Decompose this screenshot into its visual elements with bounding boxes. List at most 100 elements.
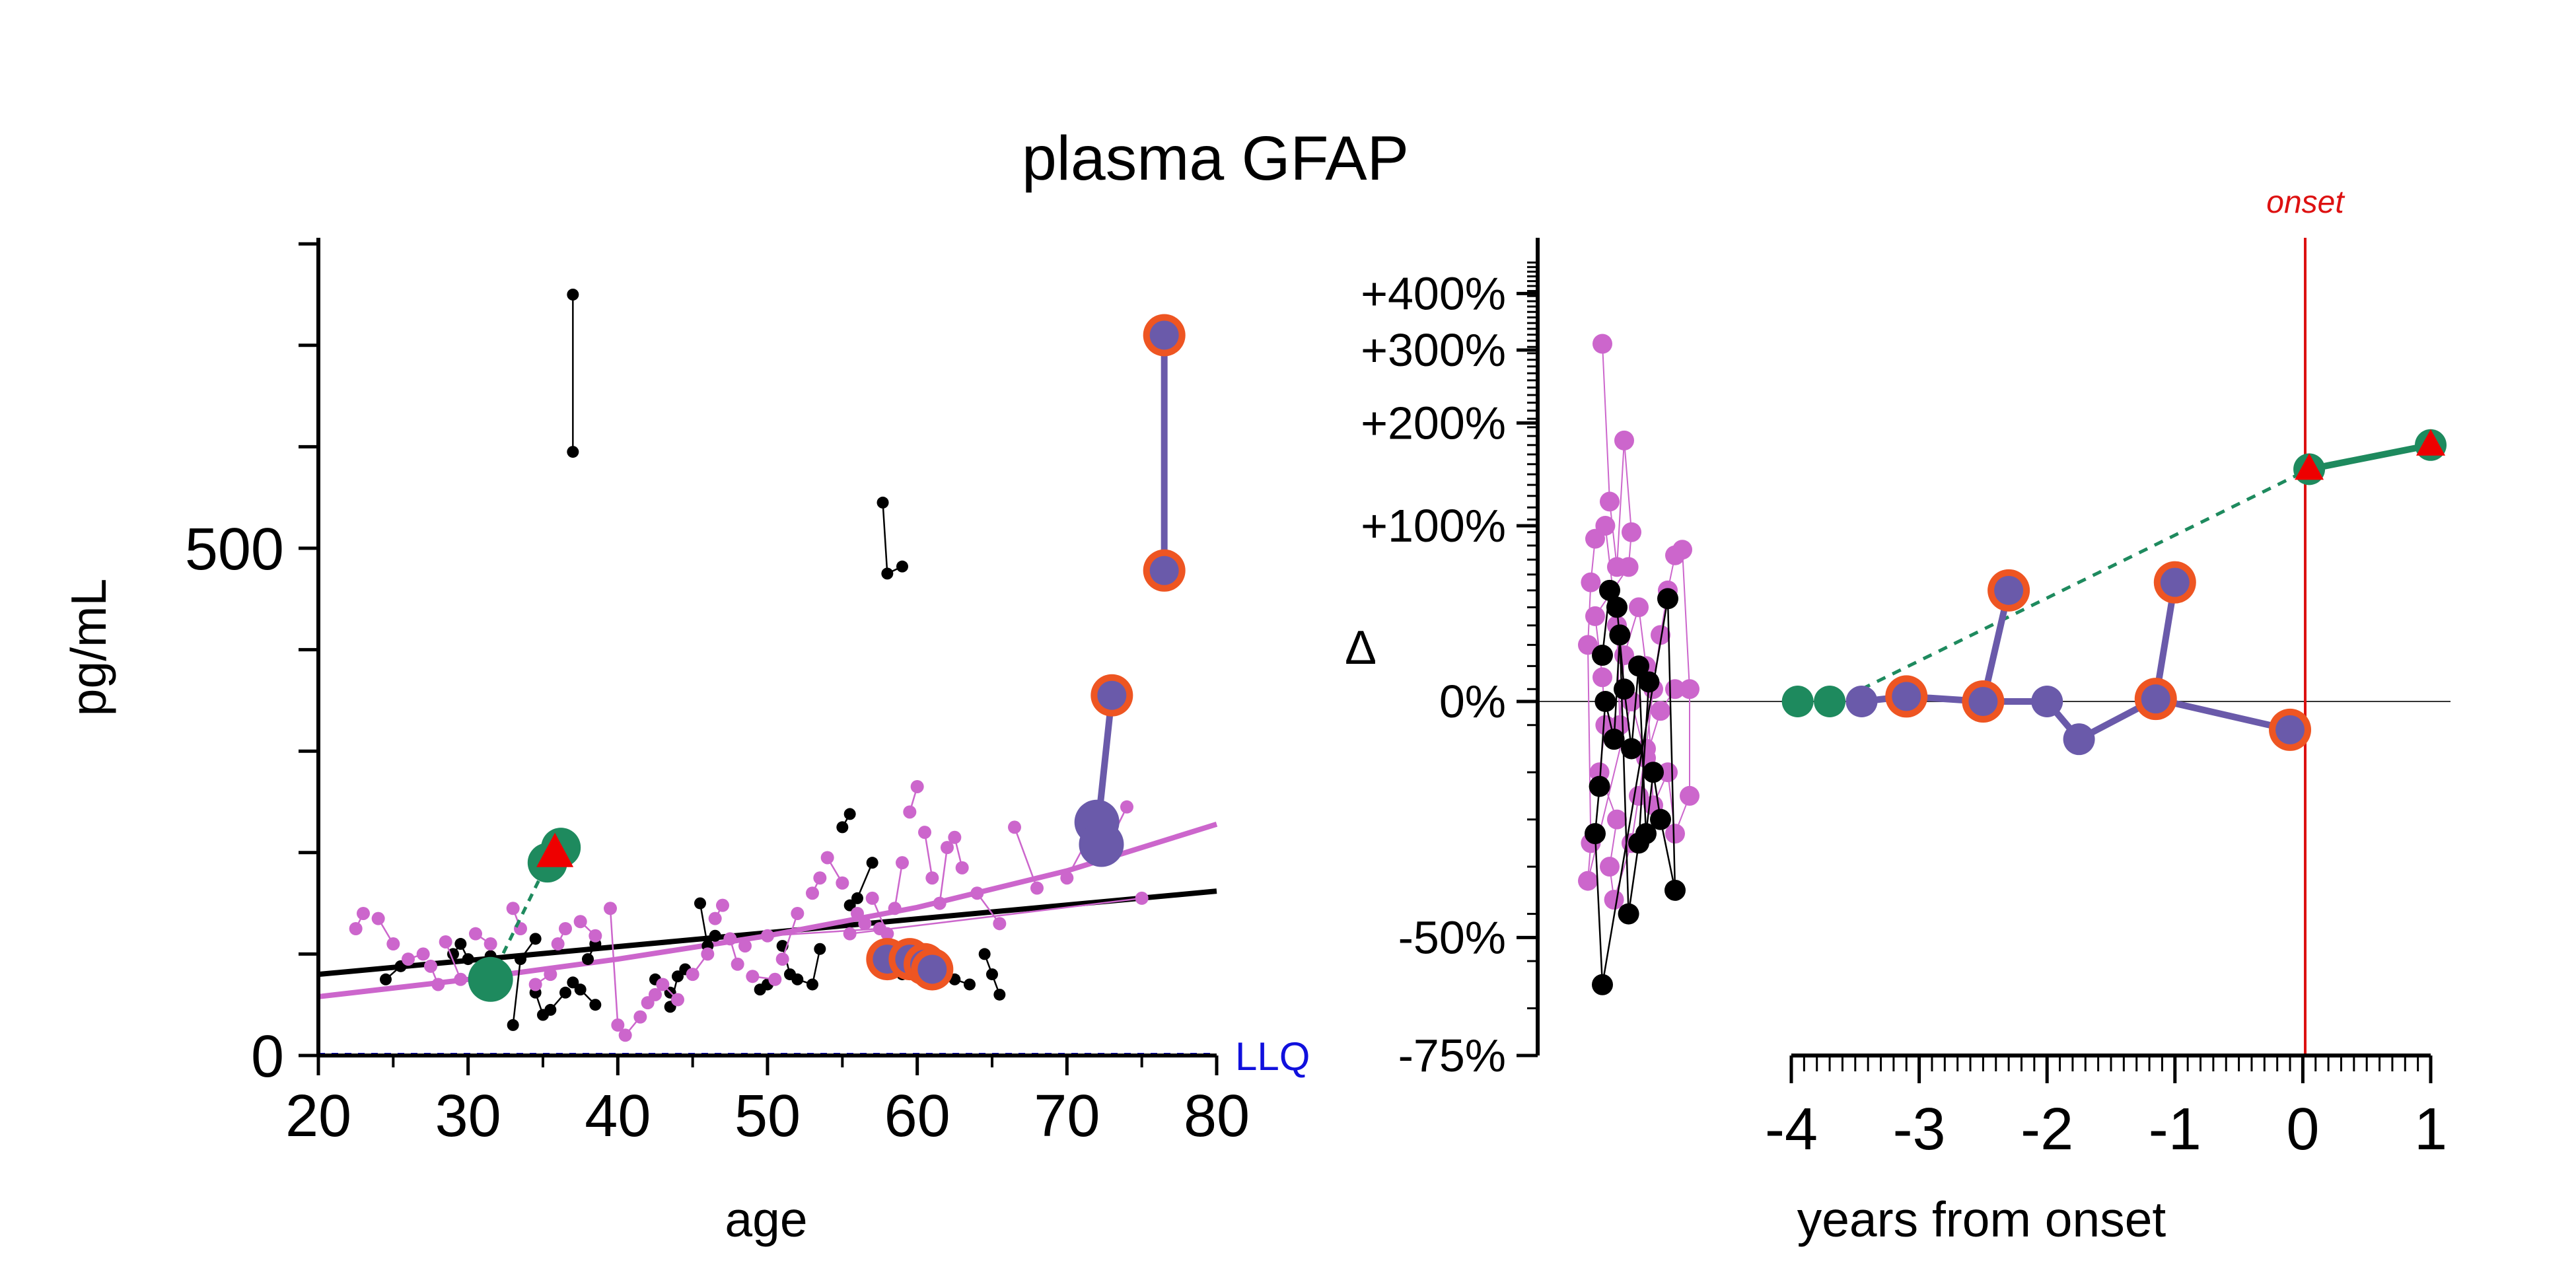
strip-pink-line	[1645, 689, 1654, 749]
control-point	[672, 970, 684, 983]
strip-black-point	[1628, 832, 1649, 854]
strip-black-line	[1628, 843, 1640, 914]
noncarrier-point	[918, 826, 931, 840]
strip-pink-point	[1665, 824, 1685, 844]
strip-pink-line	[1616, 440, 1625, 567]
noncarrier-point	[723, 932, 737, 946]
noncarrier-point	[858, 917, 872, 931]
y-tick-label: 500	[185, 517, 284, 583]
control-point	[709, 929, 721, 942]
noncarrier-point	[903, 805, 917, 819]
noncarrier-point	[431, 978, 445, 991]
control-point	[836, 821, 849, 834]
strip-black-point	[1594, 691, 1616, 712]
x-tick-label: -1	[2149, 1096, 2201, 1163]
noncarrier-point	[357, 906, 370, 920]
purple-converter-point	[1845, 686, 1878, 717]
noncarrier-point	[371, 912, 385, 925]
strip-black-line	[1637, 682, 1650, 843]
green-solid-line	[2308, 441, 2431, 473]
strip-pink-point	[1581, 572, 1601, 592]
purple-converter-point	[1149, 555, 1179, 585]
noncarrier-point	[933, 896, 947, 910]
control-point	[515, 953, 526, 966]
left-pink-series	[349, 779, 1149, 1042]
strip-pink-point	[1680, 679, 1699, 699]
noncarrier-point	[948, 830, 962, 844]
y-tick-label: -50%	[1398, 912, 1506, 963]
noncarrier-point	[1060, 871, 1074, 885]
strip-pink-line	[1624, 440, 1632, 532]
strip-pink-point	[1607, 809, 1627, 830]
purple-converter-point	[2063, 723, 2095, 756]
control-point	[582, 953, 594, 966]
strip-black-line	[1598, 701, 1606, 787]
strip-black-point	[1628, 655, 1649, 677]
noncarrier-point	[708, 912, 722, 925]
noncarrier-point	[506, 902, 520, 915]
strip-black-point	[1592, 645, 1613, 666]
strip-black-point	[1664, 879, 1686, 901]
strip-black-point	[1606, 596, 1628, 618]
left-x-axis-label: age	[725, 1192, 807, 1247]
control-point	[964, 978, 976, 991]
left-black-series	[380, 289, 1006, 1031]
noncarrier-point	[820, 851, 834, 865]
red-triangle-marker	[2295, 453, 2324, 480]
y-tick-label: +100%	[1361, 500, 1506, 552]
control-point	[567, 976, 579, 989]
control-point	[559, 986, 571, 999]
green-converter-point	[1781, 686, 1814, 717]
strip-black-point	[1589, 775, 1610, 797]
control-point	[380, 973, 392, 985]
noncarrier-point	[941, 841, 954, 855]
x-tick-label: -2	[2021, 1096, 2073, 1163]
purple-converter-point	[2141, 684, 2170, 714]
right-strip-series	[1578, 334, 1699, 995]
strip-pink-point	[1600, 491, 1620, 512]
strip-black-point	[1621, 738, 1642, 760]
strip-black-point	[1599, 579, 1620, 601]
noncarrier-point	[573, 915, 587, 929]
x-tick-label: 40	[585, 1083, 651, 1149]
onset-label: onset	[2266, 185, 2345, 220]
purple-converter-point	[1892, 682, 1921, 711]
right-x-axis-label: years from onset	[1797, 1192, 2166, 1247]
strip-black-line	[1659, 819, 1676, 891]
green-dashed-line	[1861, 468, 2310, 691]
noncarrier-point	[865, 891, 879, 905]
left-axis-ticks: 20 30 40 50 60 70 80 0 500	[185, 242, 1250, 1149]
noncarrier-point	[604, 902, 617, 915]
noncarrier-point	[925, 871, 939, 885]
noncarrier-point	[768, 972, 782, 986]
strip-black-point	[1657, 588, 1678, 610]
strip-black-point	[1618, 903, 1639, 925]
strip-black-point	[1643, 762, 1664, 783]
y-tick-label: 0	[251, 1024, 284, 1090]
control-point	[978, 948, 991, 960]
right-y-axis-label: Δ	[1345, 622, 1377, 674]
noncarrier-point	[686, 968, 699, 982]
noncarrier-point	[910, 779, 924, 793]
purple-converter-point	[2275, 715, 2305, 744]
y-tick-label: +200%	[1361, 397, 1506, 448]
noncarrier-point	[731, 957, 744, 971]
purple-converter-point	[1149, 320, 1179, 350]
strip-pink-point	[1680, 785, 1699, 806]
right-converter-series	[1781, 429, 2447, 756]
noncarrier-line	[445, 941, 462, 980]
chart-title: plasma GFAP	[1022, 124, 1409, 194]
control-point	[567, 289, 579, 301]
strip-pink-point	[1665, 679, 1685, 699]
y-tick-label: -75%	[1398, 1030, 1506, 1081]
red-triangle-marker	[536, 832, 574, 867]
strip-pink-line	[1602, 343, 1610, 502]
noncarrier-point	[836, 876, 849, 890]
strip-black-line	[1594, 834, 1604, 985]
noncarrier-point	[483, 937, 497, 951]
strip-black-line	[1601, 598, 1669, 985]
strip-pink-point	[1672, 540, 1692, 560]
noncarrier-line	[849, 897, 1142, 935]
left-panel: plasma GFAP 20 30 40 50 60 70 80 0 500 age pg/mL…	[61, 124, 1409, 1247]
strip-pink-point	[1592, 667, 1612, 688]
